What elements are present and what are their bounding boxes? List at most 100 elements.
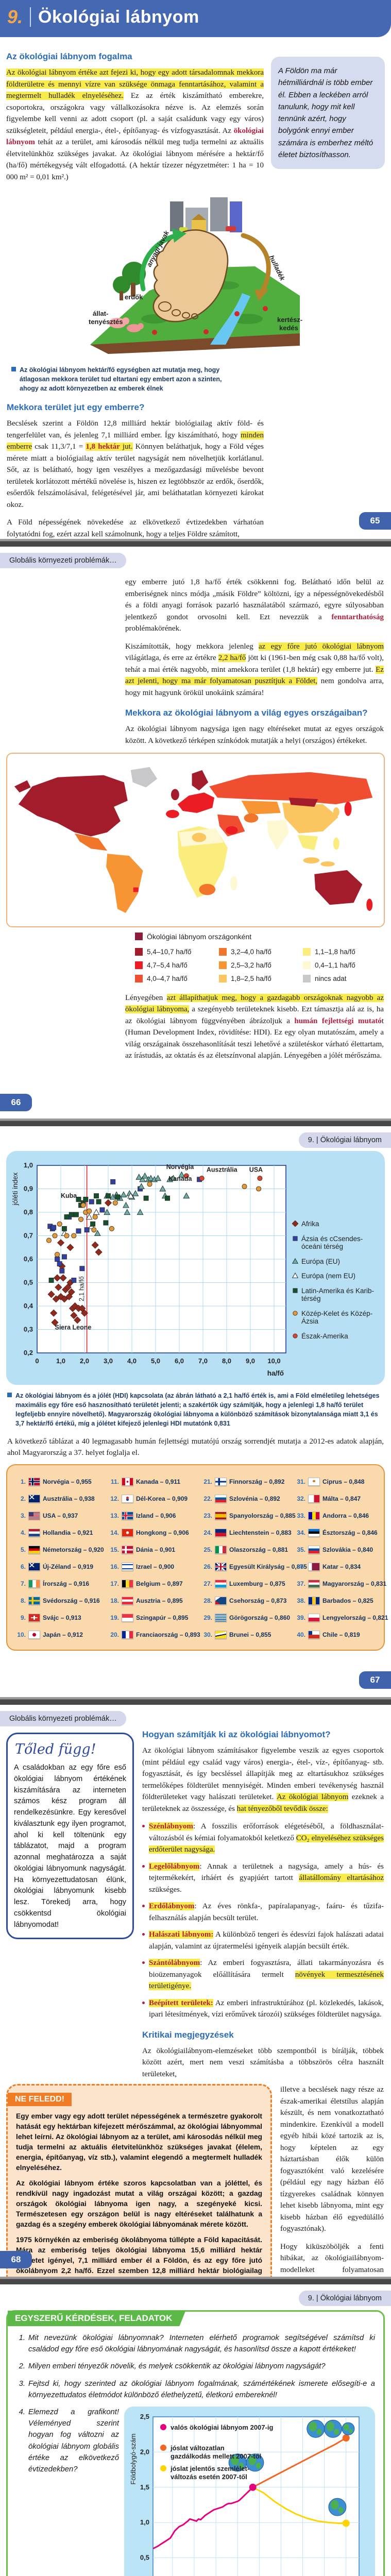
svg-text:jóslat jelentős szemlélet-: jóslat jelentős szemlélet- (170, 2465, 249, 2472)
country-row: 39. Lengyelország – 0,821 (295, 1614, 388, 1622)
legend-label: 3,2–4,0 ha/fő (231, 948, 271, 956)
world-footprint-map (6, 753, 385, 927)
summary-paragraph-2: Az ökológiai lábnyom értéke szoros kapcs… (16, 2179, 262, 2228)
country-flag-icon (308, 1597, 320, 1605)
country-label: Egyesült Királyság – 0,875 (229, 1563, 307, 1570)
country-row: 24. Liechtenstein – 0,883 (202, 1529, 295, 1537)
running-head-right: 9. | Ökológiai lábnyom (298, 2291, 391, 2306)
country-flag-icon (28, 1580, 40, 1588)
country-label: Szlovákia – 0,840 (322, 1546, 373, 1553)
country-flag-icon (28, 1546, 40, 1554)
legend-item: 1,8–2,5 ha/fő (219, 973, 303, 985)
country-flag-icon (122, 1478, 133, 1486)
criticism-paragraph-2: Hogy kiküszöböljék a fenti hibákat, az ö… (280, 2242, 384, 2274)
chapter-header: 9. Ökológiai lábnyom (0, 0, 391, 37)
running-head-left: Globális környezeti problémák… (0, 1711, 126, 1726)
summary-paragraph-3: 1975 környékén az emberiség ökolábnyoma … (16, 2236, 262, 2275)
planet-count-figure: 00,51,01,52,02,5197019801990200020102020… (124, 2406, 375, 2576)
legend-label: 5,4–10,7 ha/fő (147, 948, 192, 956)
svg-text:0,8: 0,8 (24, 1208, 33, 1216)
legend-color-swatch (219, 961, 227, 970)
label-livestock-2: tenyésztés (89, 318, 123, 326)
country-rank: 9. (20, 1614, 26, 1621)
country-row: 29. Görögország – 0,860 (202, 1614, 295, 1622)
country-rank: 8. (20, 1597, 26, 1604)
caption-bullet-icon (11, 367, 16, 371)
svg-text:3,0: 3,0 (104, 1357, 113, 1365)
country-label: Új-Zéland – 0,919 (43, 1563, 94, 1570)
country-flag-icon (28, 1614, 40, 1622)
intro-paragraph: Az ökológiai lábnyom értéke azt fejezi k… (6, 69, 264, 181)
page-66: Globális környezeti problémák… egy ember… (0, 547, 391, 1118)
page-number-67: 67 (359, 1671, 391, 1689)
question-number: 4. (19, 2408, 25, 2416)
svg-text:1,0: 1,0 (24, 1161, 33, 1169)
question-item: 1. Mit nevezünk ökológiai lábnyomnak? In… (16, 2332, 375, 2355)
country-label: Hollandia – 0,921 (43, 1529, 93, 1536)
country-label: Izrael – 0,900 (136, 1563, 175, 1570)
country-label: Kanada – 0,911 (136, 1478, 181, 1485)
country-rank: 23. (203, 1512, 212, 1519)
legend-title-swatch (135, 933, 143, 941)
svg-text:0,4: 0,4 (24, 1302, 33, 1310)
legend-color-swatch (303, 961, 311, 970)
svg-text:4,0: 4,0 (127, 1357, 137, 1365)
country-row: 6. Új-Zéland – 0,919 (15, 1563, 109, 1571)
summary-paragraph-1: Egy ember vagy egy adott terület népessé… (16, 2112, 262, 2172)
legend-label: 0,4–1,1 ha/fő (315, 961, 355, 970)
svg-text:valós ökológiai lábnyom 2007-i: valós ökológiai lábnyom 2007-ig (171, 2424, 273, 2431)
page-67: 9. | Ökológiai lábnyom 2,1 ha/fő 0,2 0,3 0,… (0, 1126, 391, 1697)
country-label: Ciprus – 0,848 (322, 1478, 365, 1485)
country-label: Lengyelország – 0,821 (322, 1614, 388, 1621)
footprint-component: Szénlábnyom: A fosszilis erőforrások elé… (142, 1821, 384, 1856)
country-row: 13. Izland – 0,906 (109, 1512, 202, 1520)
country-rank: 18. (110, 1597, 119, 1604)
country-flag-icon (215, 1631, 227, 1639)
svg-text:jóléti index: jóléti index (11, 1172, 19, 1206)
country-rank: 28. (203, 1597, 212, 1604)
countries-heading: Mekkora az ökológiai lábnyom a világ egy… (125, 708, 368, 718)
legend-item: 5,4–10,7 ha/fő (135, 946, 219, 958)
country-label: Luxemburg – 0,875 (229, 1580, 285, 1587)
svg-text:Kanada: Kanada (168, 1175, 192, 1182)
legend-label: 4,7–5,4 ha/fő (147, 961, 188, 970)
country-label: Málta – 0,847 (322, 1495, 361, 1502)
page-number-65: 65 (359, 512, 391, 530)
legend-item: nincs adat (303, 973, 387, 985)
table-intro-paragraph: A következő táblázat a 40 legmagasabb hu… (7, 1437, 384, 1458)
country-row: 26. Egyesült Királyság – 0,875 (202, 1563, 307, 1571)
hdi-paragraph: Lényegében azt állapíthatjuk meg, hogy a… (125, 993, 384, 1060)
country-flag-icon (215, 1563, 227, 1571)
scatter-caption: Az ökológiai lábnyom és a jólét (HDI) ka… (7, 1391, 384, 1429)
footprint-component: Erdőlábnyom: Az éves rönkfa-, papíralapa… (142, 1901, 384, 1924)
simple-questions-heading: EGYSZERŰ KÉRDÉSEK, FELADATOK (8, 2311, 185, 2326)
map-legend-items: 5,4–10,7 ha/fő 4,7–5,4 ha/fő 4,0–4,7 ha/… (135, 946, 391, 985)
country-row: 34. Észtország – 0,846 (295, 1529, 388, 1537)
legend-color-swatch (219, 975, 227, 983)
simple-questions-list: 1. Mit nevezünk ökológiai lábnyomnak? In… (16, 2332, 375, 2401)
legend-color-swatch (135, 961, 143, 970)
country-flag-icon (308, 1546, 320, 1554)
country-row: 31. Ciprus – 0,848 (295, 1478, 388, 1486)
country-rank: 6. (20, 1563, 26, 1570)
country-label: Finnország – 0,892 (229, 1478, 285, 1485)
country-flag-icon (308, 1631, 320, 1639)
country-flag-icon (28, 1495, 40, 1503)
it-depends-on-you-box: Tőled függ! A családokban az egy főre es… (6, 1733, 134, 1940)
country-row: 20. Franciaország – 0,893 (109, 1631, 202, 1639)
country-rank: 35. (297, 1546, 305, 1553)
country-flag-icon (122, 1614, 133, 1622)
country-flag-icon (122, 1631, 133, 1639)
country-rank: 36. (297, 1563, 305, 1570)
country-label: Norvégia – 0,955 (43, 1478, 92, 1485)
page-separator (0, 539, 391, 547)
svg-text:0: 0 (35, 1357, 39, 1365)
ne-feledd-box: NE FELEDD! Egy ember vagy egy adott terü… (6, 2084, 272, 2277)
country-rank: 37. (297, 1580, 305, 1587)
svg-text:6,0: 6,0 (175, 1357, 184, 1365)
criticism-heading: Kritikai megjegyzések (142, 2029, 234, 2040)
svg-text:Norvégia: Norvégia (166, 1163, 195, 1171)
svg-text:2,1 ha/fő: 2,1 ha/fő (78, 1276, 86, 1301)
country-row: 14. Hongkong – 0,906 (109, 1529, 202, 1537)
country-flag-icon (28, 1597, 40, 1605)
